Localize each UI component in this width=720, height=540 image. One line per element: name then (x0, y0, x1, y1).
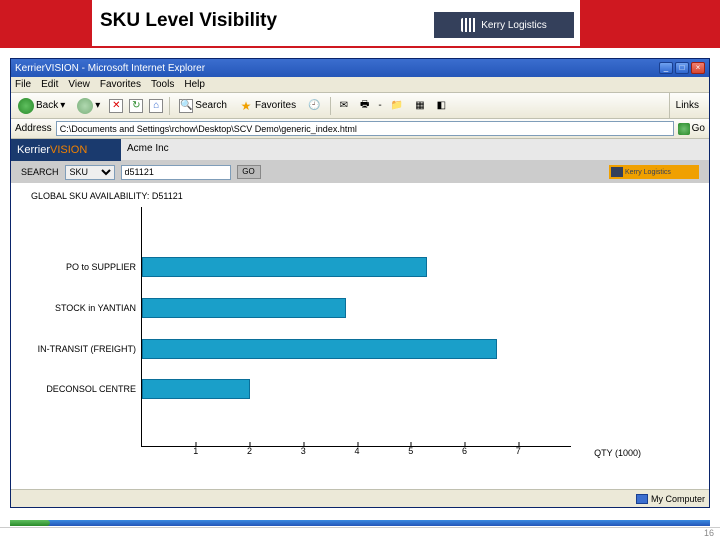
my-computer-icon (636, 494, 648, 504)
maximize-button[interactable]: □ (675, 62, 689, 74)
windows-taskbar[interactable] (10, 520, 710, 526)
bar-label: PO to SUPPLIER (27, 262, 142, 272)
bar-chart: 1234567 QTY (1000) PO to SUPPLIERSTOCK i… (141, 207, 571, 447)
slide-page-number: 16 (704, 528, 714, 538)
menu-view[interactable]: View (68, 79, 90, 90)
menu-file[interactable]: File (15, 79, 31, 90)
window-titlebar[interactable]: KerrierVISION - Microsoft Internet Explo… (11, 59, 709, 77)
search-type-select[interactable]: SKU (65, 165, 115, 180)
toolbar: Back ▾ ▾ ✕ ↻ ⌂ 🔍 Search ★ Favorites 🕘 ✉ … (11, 93, 709, 119)
chart-area: GLOBAL SKU AVAILABILITY: D51121 1234567 … (11, 183, 709, 455)
bar-row: IN-TRANSIT (FREIGHT) (142, 338, 497, 360)
extra-button-1[interactable]: ▦ (412, 99, 427, 112)
bar-row: DECONSOL CENTRE (142, 378, 250, 400)
kv-logo-a: Kerrier (17, 144, 50, 156)
menu-help[interactable]: Help (184, 79, 205, 90)
back-arrow-icon (18, 98, 34, 114)
header-red-left (0, 0, 92, 46)
stop-button[interactable]: ✕ (109, 99, 123, 113)
favorites-label: Favorites (255, 100, 296, 111)
chart-title: GLOBAL SKU AVAILABILITY: D51121 (31, 191, 689, 201)
footer-line (0, 527, 720, 528)
forward-dropdown-icon: ▾ (95, 100, 100, 111)
address-label: Address (15, 123, 52, 134)
search-row-label: SEARCH (21, 167, 59, 177)
search-go-button[interactable]: GO (237, 165, 261, 179)
bar (142, 379, 250, 399)
x-tick: 6 (462, 446, 467, 456)
ie-logo-icon (685, 78, 705, 92)
print-button[interactable]: 🖶 (357, 96, 372, 115)
ie-window: KerrierVISION - Microsoft Internet Explo… (10, 58, 710, 508)
folder-button[interactable]: 📁 (388, 99, 406, 112)
bar (142, 257, 427, 277)
x-tick: 4 (354, 446, 359, 456)
header-red-right (580, 0, 720, 46)
slide-title: SKU Level Visibility (92, 0, 434, 46)
x-tick: 7 (516, 446, 521, 456)
statusbar: My Computer (11, 489, 709, 507)
page-content: KerrierVISION Acme Inc SEARCH SKU GO Ker… (11, 139, 709, 489)
refresh-button[interactable]: ↻ (129, 99, 143, 113)
kerry-mini-icon (611, 167, 623, 177)
bar-row: PO to SUPPLIER (142, 256, 427, 278)
x-tick: 3 (301, 446, 306, 456)
toolbar-dash: - (378, 100, 381, 111)
kerry-mini-text: Kerry Logistics (625, 169, 671, 176)
search-button[interactable]: 🔍 Search (176, 98, 230, 114)
home-button[interactable]: ⌂ (149, 99, 163, 113)
kerry-mini-logo: Kerry Logistics (609, 165, 699, 179)
forward-button[interactable]: ▾ (74, 97, 103, 115)
x-tick: 5 (408, 446, 413, 456)
back-button[interactable]: Back ▾ (15, 97, 68, 115)
menu-tools[interactable]: Tools (151, 79, 174, 90)
kerry-globe-icon (461, 18, 477, 32)
kerriervision-logo: KerrierVISION (11, 139, 121, 161)
x-axis-label: QTY (1000) (594, 448, 641, 458)
bar-label: DECONSOL CENTRE (27, 384, 142, 394)
search-label: Search (195, 100, 227, 111)
toolbar-separator-2 (330, 97, 331, 115)
go-arrow-icon (678, 123, 690, 135)
x-axis-ticks: 1 2 3 4 5 6 7 (142, 446, 571, 462)
go-label: Go (692, 123, 705, 134)
back-label: Back (36, 100, 58, 111)
customer-name: Acme Inc (121, 139, 709, 161)
x-tick: 1 (193, 446, 198, 456)
address-input[interactable]: C:\Documents and Settings\rchow\Desktop\… (56, 121, 674, 136)
kv-logo-b: VISION (50, 144, 87, 156)
toolbar-separator (169, 97, 170, 115)
menu-favorites[interactable]: Favorites (100, 79, 141, 90)
menubar: File Edit View Favorites Tools Help (11, 77, 709, 93)
close-button[interactable]: × (691, 62, 705, 74)
kerry-logistics-logo: Kerry Logistics (434, 12, 574, 38)
bar (142, 298, 346, 318)
bar-row: STOCK in YANTIAN (142, 297, 346, 319)
x-tick: 2 (247, 446, 252, 456)
addressbar: Address C:\Documents and Settings\rchow\… (11, 119, 709, 139)
minimize-button[interactable]: _ (659, 62, 673, 74)
go-button[interactable]: Go (678, 123, 705, 135)
bar-label: IN-TRANSIT (FREIGHT) (27, 344, 142, 354)
extra-button-2[interactable]: ◧ (434, 99, 449, 112)
mail-button[interactable]: ✉ (337, 99, 351, 112)
search-value-input[interactable] (121, 165, 231, 180)
back-dropdown-icon: ▾ (60, 100, 65, 111)
bar-label: STOCK in YANTIAN (27, 303, 142, 313)
forward-arrow-icon (77, 98, 93, 114)
links-pane[interactable]: Links (669, 93, 705, 118)
menu-edit[interactable]: Edit (41, 79, 58, 90)
star-icon: ★ (239, 99, 253, 113)
bar (142, 339, 497, 359)
window-title: KerrierVISION - Microsoft Internet Explo… (15, 63, 659, 74)
history-button[interactable]: 🕘 (305, 99, 323, 112)
status-text: My Computer (651, 494, 705, 504)
kerry-brand-text: Kerry Logistics (481, 20, 547, 31)
search-icon: 🔍 (179, 99, 193, 113)
search-row: SEARCH SKU GO Kerry Logistics (11, 161, 709, 183)
favorites-button[interactable]: ★ Favorites (236, 98, 299, 114)
